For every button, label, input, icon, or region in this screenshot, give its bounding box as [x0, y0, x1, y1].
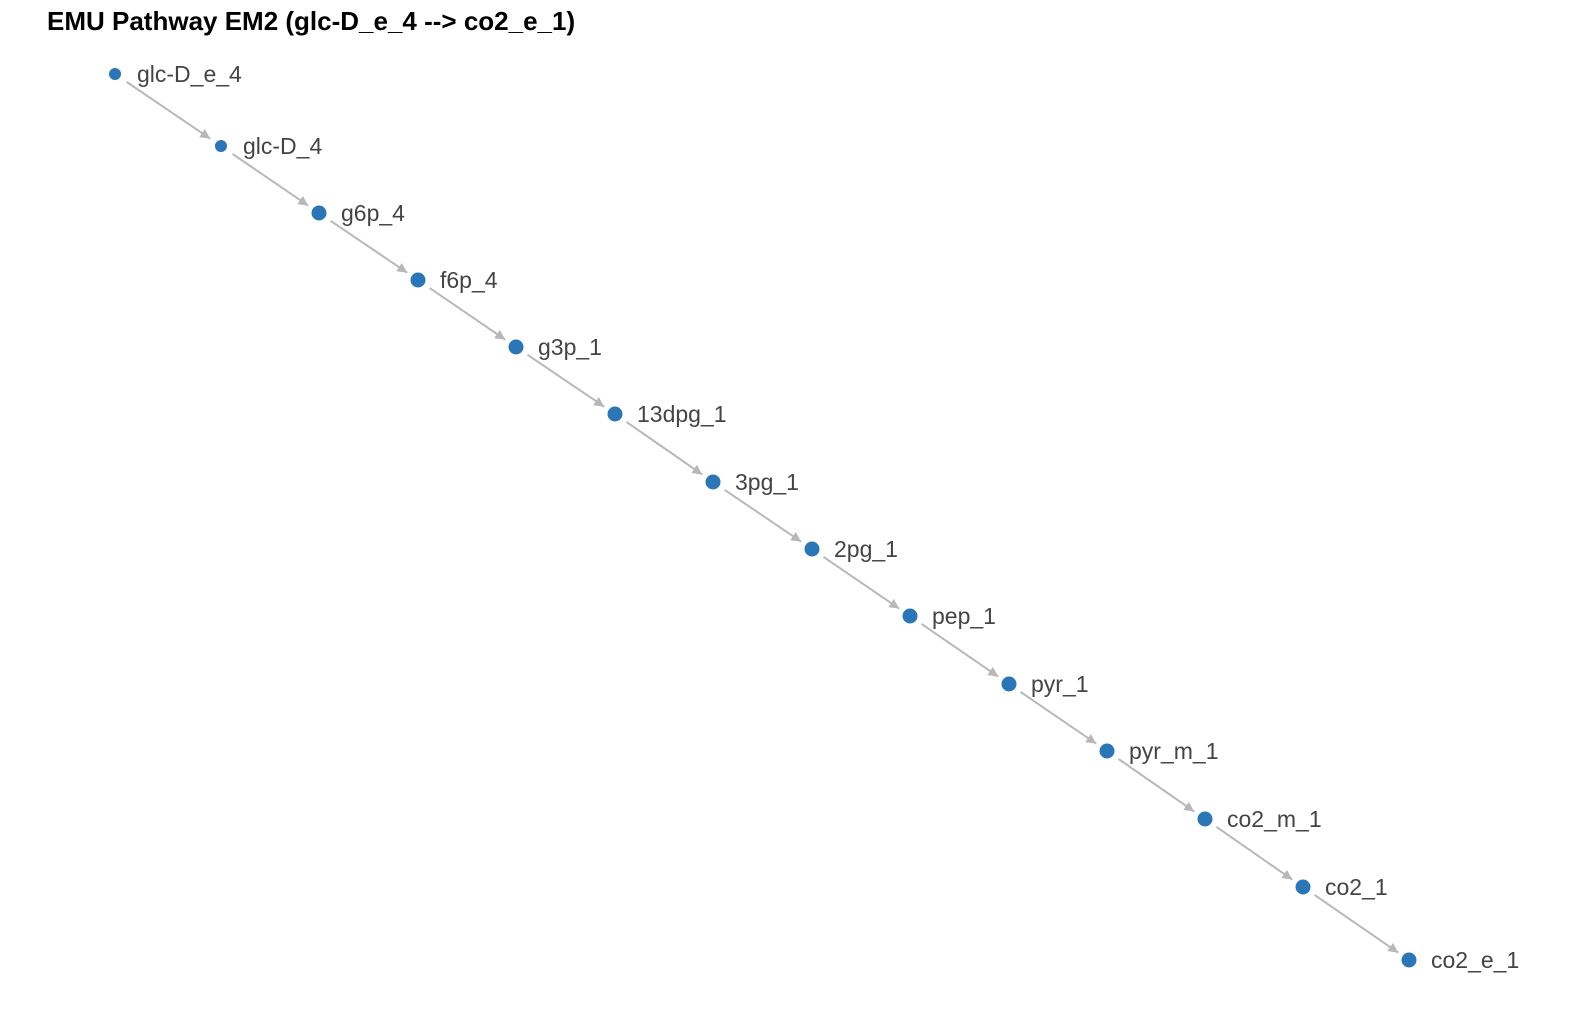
edge-glc-D_4-to-g6p_4	[231, 153, 309, 207]
edge-glc-D_e_4-to-glc-D_4	[126, 81, 211, 140]
node-dot[interactable]	[1197, 811, 1213, 827]
node-dot[interactable]	[1295, 879, 1311, 895]
edge-2pg_1-to-pep_1	[822, 556, 900, 610]
edge-pyr_1-to-pyr_m_1	[1019, 691, 1097, 745]
node-dot[interactable]	[804, 541, 820, 557]
page-title: EMU Pathway EM2 (glc-D_e_4 --> co2_e_1)	[47, 6, 576, 36]
edge-pep_1-to-pyr_1	[920, 623, 999, 678]
node-dot[interactable]	[607, 406, 623, 422]
node-label: 2pg_1	[834, 536, 898, 562]
node-label: glc-D_e_4	[137, 61, 242, 87]
node-2pg_1[interactable]: 2pg_1	[804, 536, 898, 562]
node-dot[interactable]	[508, 339, 524, 355]
node-co2_1[interactable]: co2_1	[1295, 874, 1388, 900]
node-3pg_1[interactable]: 3pg_1	[705, 469, 799, 495]
node-g3p_1[interactable]: g3p_1	[508, 334, 602, 360]
node-dot[interactable]	[410, 272, 426, 288]
edge-g6p_4-to-f6p_4	[330, 220, 408, 274]
edge-co2_m_1-to-co2_1	[1215, 826, 1293, 881]
node-co2_m_1[interactable]: co2_m_1	[1197, 806, 1322, 832]
node-label: 13dpg_1	[637, 401, 727, 427]
node-dot[interactable]	[1099, 743, 1115, 759]
edges-layer	[126, 81, 1399, 954]
node-label: g6p_4	[341, 200, 405, 226]
node-co2_e_1[interactable]: co2_e_1	[1401, 947, 1520, 973]
edge-f6p_4-to-g3p_1	[428, 287, 506, 341]
node-label: f6p_4	[440, 267, 498, 293]
node-label: pep_1	[932, 603, 996, 629]
node-13dpg_1[interactable]: 13dpg_1	[607, 401, 727, 427]
node-g6p_4[interactable]: g6p_4	[311, 200, 406, 226]
edge-co2_1-to-co2_e_1	[1313, 894, 1399, 954]
edge-pyr_m_1-to-co2_m_1	[1117, 758, 1195, 813]
node-dot[interactable]	[705, 474, 721, 490]
edge-g3p_1-to-13dpg_1	[527, 354, 605, 408]
node-dot[interactable]	[1401, 952, 1417, 968]
nodes-layer: glc-D_e_4 glc-D_4 g6p_4 f6p_4 g3p_1 13dpg_1 3p…	[109, 61, 1519, 973]
node-dot[interactable]	[109, 68, 121, 80]
node-label: co2_e_1	[1431, 947, 1519, 973]
node-pyr_m_1[interactable]: pyr_m_1	[1099, 738, 1219, 764]
node-dot[interactable]	[311, 205, 327, 221]
node-dot[interactable]	[902, 608, 918, 624]
node-dot[interactable]	[1001, 676, 1017, 692]
node-label: co2_m_1	[1227, 806, 1322, 832]
node-label: co2_1	[1325, 874, 1388, 900]
node-pyr_1[interactable]: pyr_1	[1001, 671, 1089, 697]
node-dot[interactable]	[215, 140, 227, 152]
node-glc-D_4[interactable]: glc-D_4	[215, 133, 322, 159]
edge-13dpg_1-to-3pg_1	[625, 421, 703, 476]
node-label: glc-D_4	[243, 133, 322, 159]
node-label: pyr_m_1	[1129, 738, 1218, 764]
node-label: g3p_1	[538, 334, 602, 360]
node-f6p_4[interactable]: f6p_4	[410, 267, 498, 293]
node-label: pyr_1	[1031, 671, 1089, 697]
node-label: 3pg_1	[735, 469, 799, 495]
node-glc-D_e_4[interactable]: glc-D_e_4	[109, 61, 242, 87]
node-pep_1[interactable]: pep_1	[902, 603, 996, 629]
edge-3pg_1-to-2pg_1	[724, 489, 802, 543]
